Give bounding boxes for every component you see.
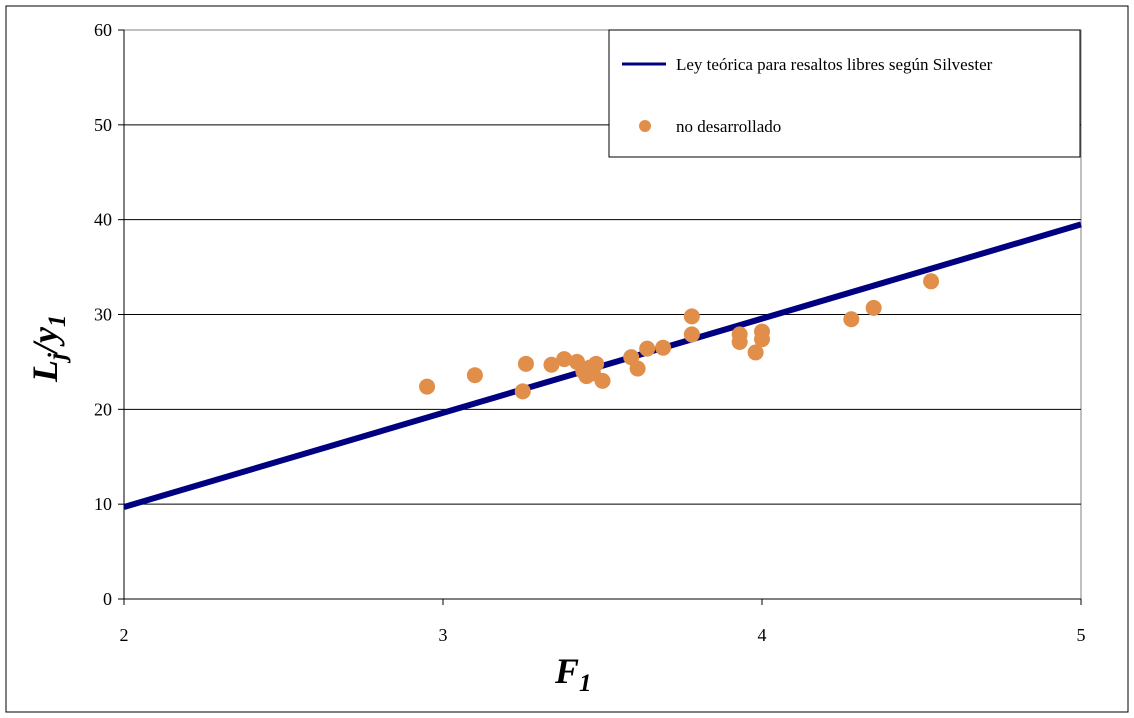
x-axis-title-sub: 1 (579, 670, 592, 697)
y-tick-label-5: 50 (94, 115, 112, 135)
x-axis-title: F1 (554, 651, 592, 697)
series-points (419, 273, 940, 400)
data-point-15 (639, 340, 656, 357)
data-point-16 (655, 339, 672, 356)
legend: Ley teórica para resaltos libres según S… (608, 29, 1081, 158)
x-tick-label-3: 5 (1077, 625, 1086, 645)
data-point-4 (543, 356, 560, 373)
data-point-24 (843, 311, 860, 328)
y-tick-label-6: 60 (94, 20, 112, 40)
data-point-1 (466, 367, 483, 384)
y-tick-labels: 0 10 20 30 40 50 60 (94, 20, 112, 609)
data-point-3 (517, 355, 534, 372)
y-axis-title-main: L (25, 360, 65, 383)
x-tick-label-1: 3 (439, 625, 448, 645)
data-point-11 (588, 355, 605, 372)
data-point-2 (514, 383, 531, 400)
legend-box (608, 29, 1081, 158)
data-point-5 (556, 351, 573, 368)
legend-marker-points (639, 120, 651, 132)
legend-label-line: Ley teórica para resaltos libres según S… (676, 55, 993, 74)
y-axis-title-sub2: 1 (44, 315, 71, 328)
x-axis-title-main: F (554, 651, 579, 691)
y-tick-label-3: 30 (94, 305, 112, 325)
data-point-23 (754, 323, 770, 340)
data-point-14 (629, 360, 646, 377)
x-tick-label-2: 4 (758, 625, 767, 645)
data-point-17 (683, 326, 700, 343)
y-tick-label-0: 0 (103, 589, 112, 609)
y-axis-title: Lj/y1 (25, 315, 71, 383)
y-tick-label-4: 40 (94, 210, 112, 230)
data-point-18 (683, 308, 700, 325)
y-tick-label-2: 20 (94, 399, 112, 419)
data-point-25 (865, 299, 882, 316)
x-tick-labels: 2 3 4 5 (120, 625, 1086, 645)
data-point-21 (747, 344, 764, 361)
y-axis-title-sep: /y (25, 326, 65, 356)
legend-label-points: no desarrollado (676, 117, 781, 136)
data-point-26 (923, 273, 940, 290)
data-point-12 (594, 372, 611, 389)
data-point-20 (731, 326, 748, 343)
x-tick-label-0: 2 (120, 625, 129, 645)
data-point-0 (419, 378, 436, 395)
y-tick-label-1: 10 (94, 494, 112, 514)
